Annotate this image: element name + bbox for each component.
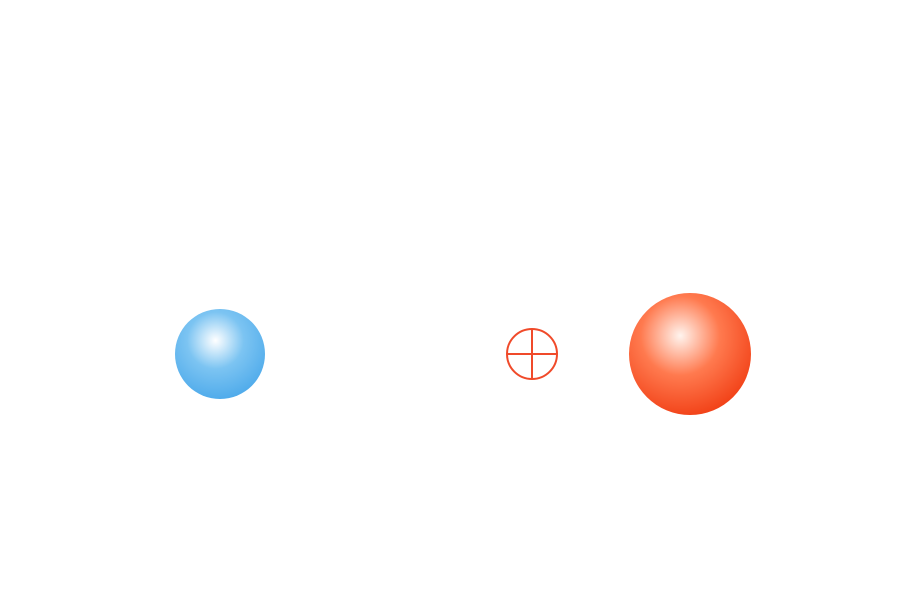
small-body-sphere [175,309,265,399]
crosshair-circle-icon [506,328,558,380]
large-body-sphere [629,293,751,415]
